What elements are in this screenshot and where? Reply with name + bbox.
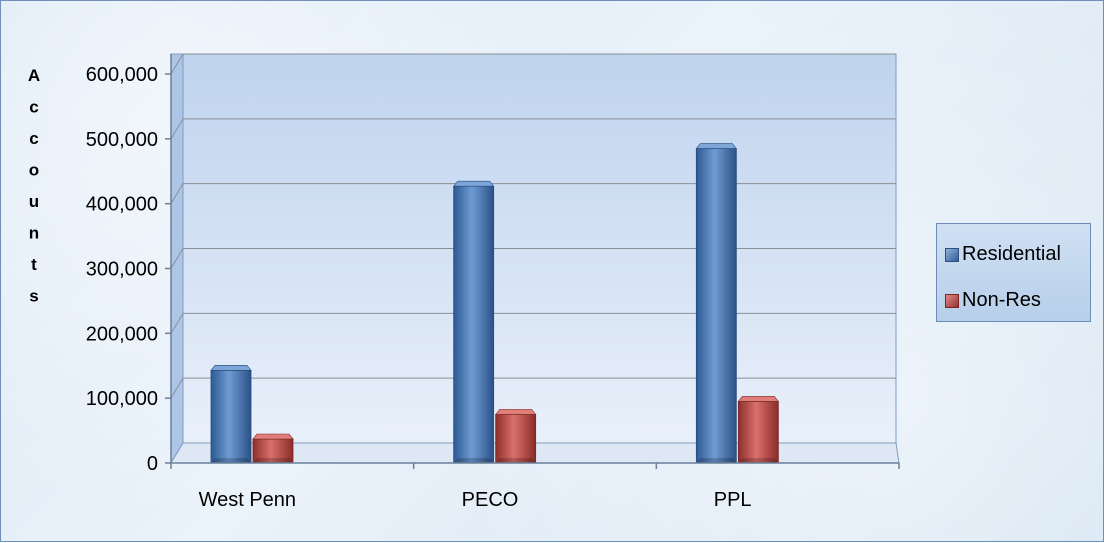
legend: Residential Non-Res — [936, 223, 1091, 322]
bar-non-res-west-penn — [252, 433, 294, 464]
y-tick-label: 500,000 — [86, 129, 158, 151]
legend-item-non-res: Non-Res — [945, 289, 1041, 312]
bar-bottom — [453, 458, 494, 463]
bar-bottom — [696, 458, 737, 463]
bar-residential-peco — [453, 180, 495, 464]
y-tick-label: 400,000 — [86, 194, 158, 216]
y-axis-title-char: c — [29, 129, 38, 148]
gridline-side — [170, 183, 184, 204]
bar-front — [695, 148, 737, 464]
y-tick-label: 300,000 — [86, 259, 158, 281]
gridline-side — [170, 313, 184, 334]
bar-non-res-ppl — [737, 396, 779, 464]
bar-front — [210, 369, 252, 464]
bar-bottom — [253, 458, 293, 463]
bar-top — [252, 433, 294, 440]
legend-label-residential: Residential — [962, 243, 1061, 265]
bar-top — [695, 143, 737, 149]
bar-top — [453, 180, 495, 187]
y-tick-label: 100,000 — [86, 388, 158, 410]
bar-front — [737, 401, 779, 464]
bar-residential-west-penn — [210, 364, 252, 464]
bar-bottom — [211, 458, 251, 463]
y-tick-label: 600,000 — [86, 64, 158, 86]
x-tick-label: PECO — [462, 489, 519, 511]
gridline-side — [170, 377, 184, 399]
y-tick-label: 0 — [147, 453, 158, 475]
bar-top — [210, 364, 252, 371]
y-axis-title-char: A — [28, 66, 40, 85]
bar-residential-ppl — [695, 143, 737, 464]
gridline-side — [170, 53, 184, 75]
bar-top — [495, 409, 537, 415]
bar-non-res-peco — [495, 409, 537, 464]
gridline-side — [170, 248, 184, 269]
y-axis-title-char: n — [29, 224, 39, 243]
legend-swatch-residential — [945, 247, 959, 262]
x-tick-label: West Penn — [199, 489, 296, 511]
y-axis-title-char: o — [29, 161, 39, 180]
bar-top — [737, 396, 779, 402]
legend-label-non-res: Non-Res — [962, 289, 1041, 311]
y-axis-title-char: s — [29, 287, 38, 306]
bar-bottom — [495, 458, 536, 463]
bar-front — [495, 413, 537, 464]
y-axis-title-char: u — [29, 192, 39, 211]
y-axis-title-char: t — [31, 255, 37, 274]
legend-swatch-non-res — [945, 293, 959, 308]
y-tick-label: 200,000 — [86, 323, 158, 345]
x-tick-label: PPL — [714, 489, 752, 511]
legend-item-residential: Residential — [945, 243, 1061, 266]
bar-bottom — [738, 458, 779, 463]
gridline-side — [170, 118, 184, 140]
y-axis-title-char: c — [29, 98, 38, 117]
bar-front — [453, 185, 495, 464]
